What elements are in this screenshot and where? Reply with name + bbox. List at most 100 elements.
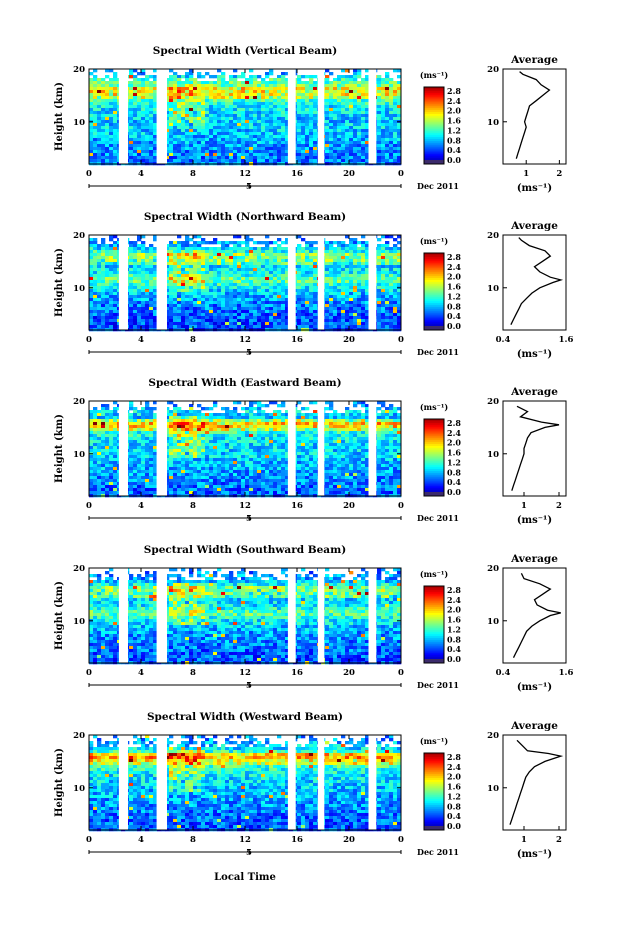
x-tick-label: 4 <box>138 501 144 511</box>
average-title: Average <box>510 386 558 398</box>
average-title: Average <box>510 220 558 232</box>
colorbar <box>423 252 445 331</box>
x-tick-label: 12 <box>239 169 251 179</box>
colorbar-tick-label: 0.0 <box>447 155 461 165</box>
x-tick-label: 4 <box>138 835 144 845</box>
colorbar-tick-label: 1.2 <box>447 791 461 801</box>
heatmap-image <box>89 69 402 166</box>
average-title: Average <box>510 54 558 66</box>
colorbar-tick-label: 0.4 <box>447 311 461 321</box>
day-label: 5 <box>246 182 252 192</box>
y-axis-label: Height (km) <box>54 748 65 817</box>
x-axis-label: Local Time <box>214 872 276 883</box>
colorbar <box>423 752 445 831</box>
colorbar-tick-label: 0.8 <box>447 467 461 477</box>
panel-title: Spectral Width (Vertical Beam) <box>153 45 337 57</box>
avg-x-tick-label: 0.4 <box>496 668 511 678</box>
panel-title: Spectral Width (Northward Beam) <box>144 211 346 223</box>
data-gap <box>368 69 377 164</box>
x-tick-label: 12 <box>239 668 251 678</box>
avg-y-tick-label: 20 <box>487 231 499 241</box>
x-tick-label: 0 <box>398 169 404 179</box>
x-tick-label: 16 <box>291 335 303 345</box>
avg-x-label: (ms⁻¹) <box>517 515 552 526</box>
panel-title: Spectral Width (Southward Beam) <box>144 544 346 556</box>
y-axis-label: Height (km) <box>54 82 65 151</box>
avg-x-label: (ms⁻¹) <box>517 682 552 693</box>
colorbar-tick-label: 0.0 <box>447 654 461 664</box>
data-gap <box>118 735 128 830</box>
y-tick-label: 20 <box>73 731 85 741</box>
data-gaps <box>118 235 377 330</box>
data-gap <box>287 735 296 830</box>
colorbar-tick-label: 2.0 <box>447 438 461 448</box>
date-label: Dec 2011 <box>417 181 459 191</box>
data-gaps <box>118 735 377 830</box>
data-gap <box>368 735 377 830</box>
heatmap-image <box>89 235 402 332</box>
y-tick-label: 10 <box>73 118 85 128</box>
y-tick-label: 10 <box>73 784 85 794</box>
day-label: 5 <box>246 514 252 524</box>
x-tick-label: 4 <box>138 169 144 179</box>
x-tick-label: 4 <box>138 668 144 678</box>
panel-0: Spectral Width (Vertical Beam)0 4 8 12 16 20 0… <box>54 45 567 194</box>
x-tick-label: 20 <box>343 835 355 845</box>
average-profile: Average 10 20 1 2 (ms⁻¹) <box>487 54 567 194</box>
average-line <box>512 573 561 658</box>
data-gap <box>156 235 167 330</box>
panel-title: Spectral Width (Eastward Beam) <box>148 377 341 389</box>
panel-2: Spectral Width (Eastward Beam)0 4 8 12 16 20 0… <box>54 377 567 526</box>
average-frame <box>502 734 567 831</box>
x-tick-label: 12 <box>239 835 251 845</box>
avg-x-tick-label: 1 <box>523 169 529 179</box>
day-label: 5 <box>246 848 252 858</box>
data-gap <box>118 235 128 330</box>
heatmap-image <box>89 568 402 665</box>
average-line <box>515 71 551 159</box>
colorbar-tick-label: 2.4 <box>447 262 461 272</box>
day-label: 5 <box>246 348 252 358</box>
colorbar-tick-label: 2.4 <box>447 428 461 438</box>
avg-x-label: (ms⁻¹) <box>517 349 552 360</box>
data-gap <box>368 568 377 663</box>
x-tick-label: 8 <box>190 835 196 845</box>
y-tick-label: 10 <box>73 450 85 460</box>
average-title: Average <box>510 553 558 565</box>
colorbar <box>423 585 445 664</box>
colorbar-tick-label: 0.4 <box>447 811 461 821</box>
colorbar-tick-label: 2.8 <box>447 86 461 96</box>
date-label: Dec 2011 <box>417 680 459 690</box>
x-tick-label: 0 <box>86 835 92 845</box>
colorbar-tick-label: 1.6 <box>447 615 461 625</box>
colorbar-tick-label: 1.2 <box>447 624 461 634</box>
average-line <box>511 405 560 491</box>
data-gaps <box>118 568 377 663</box>
avg-x-tick-label: 1 <box>521 501 527 511</box>
colorbar-tick-label: 1.2 <box>447 457 461 467</box>
colorbar-frame <box>423 752 445 831</box>
average-profile: Average 10 20 0.4 1.6 (ms⁻¹) <box>487 220 573 360</box>
colorbar-tick-label: 2.0 <box>447 106 461 116</box>
heatmap-image <box>89 401 402 498</box>
data-gap <box>317 735 325 830</box>
date-label: Dec 2011 <box>417 847 459 857</box>
x-tick-label: 16 <box>291 501 303 511</box>
panel-4: Spectral Width (Westward Beam)0 4 8 12 16 20 0… <box>54 711 567 860</box>
data-gap <box>287 235 296 330</box>
colorbar-tick-label: 2.4 <box>447 96 461 106</box>
date-label: Dec 2011 <box>417 347 459 357</box>
colorbar-tick-label: 0.0 <box>447 487 461 497</box>
y-tick-label: 20 <box>73 65 85 75</box>
date-label: Dec 2011 <box>417 513 459 523</box>
data-gap <box>368 235 377 330</box>
colorbar-frame <box>423 585 445 664</box>
avg-y-tick-label: 10 <box>487 617 499 627</box>
x-tick-label: 16 <box>291 169 303 179</box>
data-gap <box>317 235 325 330</box>
colorbar-tick-label: 2.4 <box>447 595 461 605</box>
colorbar-tick-label: 2.8 <box>447 585 461 595</box>
colorbar-unit: (ms⁻¹) <box>420 569 448 579</box>
colorbar-tick-label: 0.0 <box>447 321 461 331</box>
avg-y-tick-label: 10 <box>487 118 499 128</box>
